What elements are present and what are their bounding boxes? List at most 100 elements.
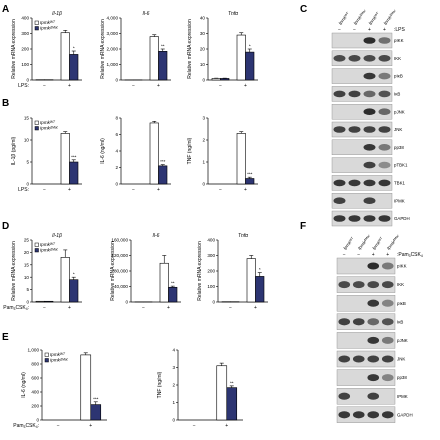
y-tick-label: 1 xyxy=(172,400,175,405)
lane-treatment-mark: − xyxy=(343,252,346,258)
x-tick-label: + xyxy=(225,423,228,429)
bar-wt xyxy=(149,36,159,81)
blot-band xyxy=(363,126,376,133)
lane-treatment-mark: + xyxy=(368,27,371,33)
y-tick-label: 8 xyxy=(115,116,118,121)
stim-colon: : xyxy=(38,423,39,429)
y-axis-label: Relative mRNA expression xyxy=(11,19,17,79)
panel-label-e: E xyxy=(2,332,9,343)
x-tick-label: + xyxy=(68,305,71,311)
lane-treatment-mark: − xyxy=(357,252,360,258)
bar-ko xyxy=(158,165,168,185)
blot-row-label: pIKK xyxy=(394,38,404,43)
blot-row-label: pJNK xyxy=(394,109,405,114)
blot-band xyxy=(381,299,394,307)
x-tick-label: − xyxy=(142,305,145,311)
blot-strip xyxy=(331,210,393,227)
blot-strip xyxy=(336,276,396,293)
y-tick-label: 10 xyxy=(24,275,30,280)
bar-wt xyxy=(211,78,221,81)
x-tick-label: − xyxy=(43,83,46,89)
significance-mark: * xyxy=(73,272,75,277)
blot-row-label: pp38 xyxy=(394,145,404,150)
y-tick-label: 3,000 xyxy=(107,31,119,36)
y-tick-label: 200 xyxy=(207,269,215,274)
blot-band xyxy=(378,90,391,98)
chart-a1: 0 100 200 300 400 Relative mRNA expression Il-… xyxy=(11,11,82,89)
blot-row-label: IPMK xyxy=(394,198,405,203)
bar-wt xyxy=(35,300,45,303)
panel-label-d: D xyxy=(2,221,9,232)
blot-band xyxy=(363,55,376,62)
blot-strip xyxy=(331,121,393,138)
blot-band xyxy=(363,179,376,187)
stim-sub: 3 xyxy=(409,254,411,258)
lane-genotype-label: IpmkWT xyxy=(342,235,356,250)
blot-band xyxy=(367,318,380,326)
blot-band xyxy=(378,37,391,44)
lane-gene: Ipmk xyxy=(386,240,396,251)
chart-title: Il-1β xyxy=(52,233,62,239)
lane-genotype-label: IpmkΔMac xyxy=(382,8,398,25)
blot-strip xyxy=(331,50,393,66)
y-tick-label: 0 xyxy=(115,182,118,187)
blot-band xyxy=(363,72,376,80)
y-tick-label: 10 xyxy=(24,138,30,143)
legend-sup: ΔMac xyxy=(49,125,59,129)
stim-pam: Pam xyxy=(13,423,23,429)
legend-swatch-wt xyxy=(34,20,39,25)
y-tick-label: 40,000 xyxy=(114,284,128,289)
bar-wt xyxy=(216,365,228,421)
y-tick-label: 30 xyxy=(200,31,206,36)
blot-band xyxy=(367,281,380,289)
bar-ko xyxy=(69,279,79,303)
y-tick-label: 0 xyxy=(36,418,39,423)
significance-mark: * xyxy=(259,267,261,272)
bar-ko xyxy=(158,51,168,81)
chart-e1: 0 200 400 600 800 1,000 IL-6 (ng/ml) − *** + Pam3C… xyxy=(13,348,107,429)
significance-mark: *** xyxy=(93,396,99,401)
significance-mark: ** xyxy=(230,380,234,385)
y-tick-label: 1 xyxy=(202,160,205,165)
y-axis-label: TNF (ng/ml) xyxy=(187,137,193,164)
blot-band xyxy=(363,144,376,151)
chart-title: Il-6 xyxy=(153,233,160,239)
y-axis-label: Relative mRNA expression xyxy=(187,19,193,79)
significance-mark: ** xyxy=(161,44,165,49)
blot-band xyxy=(378,144,391,151)
bar-ko xyxy=(168,286,178,303)
lane-sup: ΔMac xyxy=(391,233,400,243)
legend-gene: Ipmk xyxy=(40,248,51,253)
blot-band xyxy=(378,72,391,80)
blot-strip xyxy=(336,388,396,405)
y-tick-label: 20 xyxy=(200,47,206,52)
chart-e2: 0 1 2 3 4 TNF (ng/ml) − ** + xyxy=(157,348,243,429)
x-tick-label: + xyxy=(254,305,257,311)
y-tick-label: 20 xyxy=(24,250,30,255)
legend-gene: Ipmk xyxy=(50,352,61,357)
bar-ko xyxy=(245,51,255,81)
y-tick-label: 6 xyxy=(115,132,118,137)
blot-strip xyxy=(331,192,393,209)
blot-band xyxy=(381,318,394,326)
y-tick-label: 100 xyxy=(207,284,215,289)
y-tick-label: 40 xyxy=(200,16,206,21)
stim-label-lps: LPS: xyxy=(18,83,29,89)
blot-band xyxy=(381,262,394,270)
treatment-label: :Pam3CSK4 xyxy=(397,252,423,258)
chart-b3: 0 1 2 3 TNF (ng/ml) − *** + xyxy=(187,116,258,193)
blot-band xyxy=(338,318,351,326)
lane-treatment-mark: + xyxy=(372,252,375,258)
legend-entry-wt: IpmkWT xyxy=(50,352,66,357)
blot-band xyxy=(363,197,376,204)
treatment-label: :LPS xyxy=(394,27,406,33)
lane-sup: ΔMac xyxy=(388,8,397,18)
y-tick-label: 0 xyxy=(26,300,29,305)
blot-band xyxy=(381,374,394,382)
blot-row-label: IκB xyxy=(394,92,400,97)
y-tick-label: 400 xyxy=(21,16,29,21)
x-tick-label: − xyxy=(219,187,222,193)
y-tick-label: 200 xyxy=(21,47,29,52)
blot-band xyxy=(338,392,351,400)
